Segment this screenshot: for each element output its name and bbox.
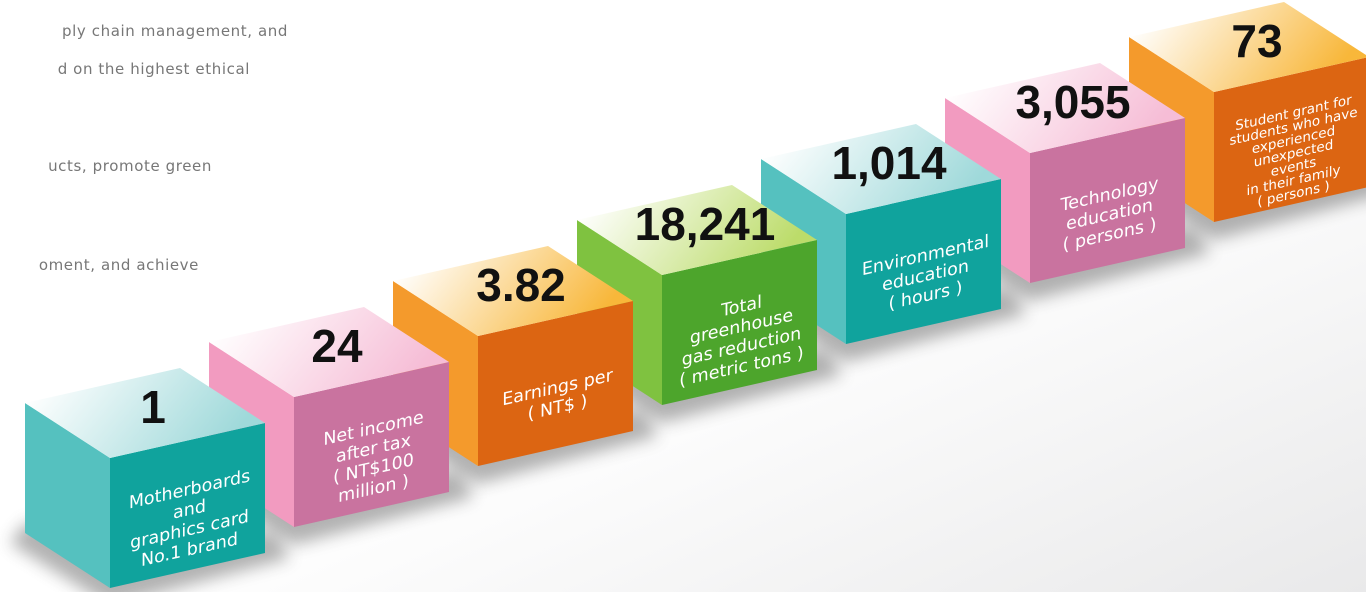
cube-top-face (761, 124, 1001, 214)
cube-top-face (25, 368, 265, 458)
cube-right-face (662, 240, 817, 405)
cube-top-face (945, 63, 1185, 153)
cube-right-face (846, 179, 1001, 344)
cube-right-face (294, 362, 449, 527)
cube-right-face (1214, 57, 1366, 222)
cube-top-face (209, 307, 449, 397)
cube-value: 18,241 (635, 198, 776, 250)
intro-line: oment, and achieve (39, 256, 199, 274)
cube-right-face (478, 301, 633, 466)
intro-line: ply chain management, and (62, 22, 288, 40)
cube-value: 1,014 (831, 137, 947, 189)
cube-right-face (110, 423, 265, 588)
cube-value: 73 (1231, 15, 1282, 67)
cube-left-face (25, 403, 110, 588)
cube-top-face (1129, 2, 1366, 92)
cube-value: 3.82 (476, 259, 566, 311)
intro-line: ucts, promote green (48, 157, 212, 175)
cube-top-face (577, 185, 817, 275)
cube-value: 1 (140, 381, 166, 433)
cube-right-face (1030, 118, 1185, 283)
cube-top-face (393, 246, 633, 336)
intro-line: d on the highest ethical (58, 60, 250, 78)
cube-value: 24 (311, 320, 363, 372)
cube-value: 3,055 (1015, 76, 1130, 128)
intro-text: ply chain management, and d on the highes… (39, 22, 288, 274)
